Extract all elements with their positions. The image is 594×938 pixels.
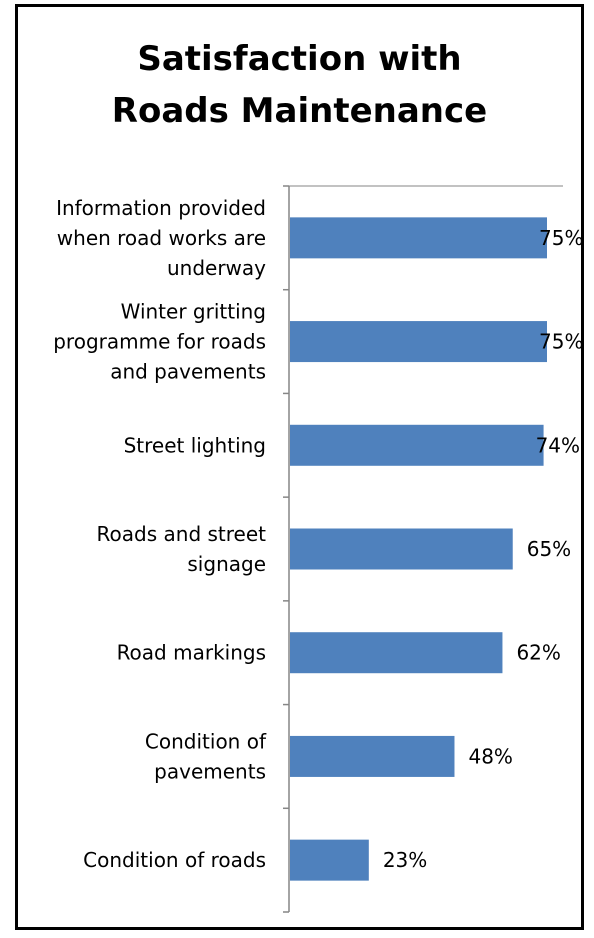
category-label-line: Road markings (117, 641, 266, 665)
data-label: 75% (539, 330, 583, 354)
category-label-line: Street lighting (124, 433, 266, 457)
bar (290, 424, 544, 466)
chart-title-line-1: Satisfaction with (137, 39, 462, 79)
category-label-layer: Information provided when road works are u… (53, 196, 267, 872)
category-label-line: and pavements (110, 360, 266, 384)
category-label-line: programme for roads (53, 330, 266, 354)
category-label-line: Winter gritting (121, 300, 266, 324)
category-label-line: Information provided (56, 196, 266, 220)
data-label: 74% (536, 433, 580, 457)
bar (290, 528, 513, 570)
category-label: Roads and street signage (97, 522, 267, 576)
axis-layer (283, 185, 563, 913)
bar (290, 839, 369, 881)
bar (290, 632, 503, 674)
category-label: Winter gritting programme for roads and pa… (53, 300, 266, 384)
data-label: 65% (527, 537, 571, 561)
category-label-line: Roads and street (97, 522, 267, 546)
bar (290, 735, 455, 777)
bar (290, 217, 547, 259)
category-label-line: Condition of (145, 729, 267, 753)
bar-layer (290, 217, 547, 881)
category-label-line: pavements (154, 759, 266, 783)
category-label: Condition of roads (83, 848, 266, 872)
category-label: Road markings (117, 641, 266, 665)
category-label: Street lighting (124, 433, 266, 457)
data-label-layer: 75% 75% 74% 65% 62% 48% 23% (383, 226, 584, 872)
category-label-line: underway (167, 256, 266, 280)
data-label: 48% (468, 744, 512, 768)
category-label-line: when road works are (57, 226, 266, 250)
data-label: 23% (383, 848, 427, 872)
bar (290, 321, 547, 363)
chart-title: Satisfaction with Roads Maintenance (18, 33, 581, 137)
chart-title-line-2: Roads Maintenance (111, 91, 488, 131)
category-label: Information provided when road works are u… (56, 196, 266, 280)
category-label-line: Condition of roads (83, 848, 266, 872)
category-label-line: signage (187, 552, 266, 576)
data-label: 75% (539, 226, 583, 250)
data-label: 62% (516, 641, 560, 665)
category-label: Condition of pavements (145, 729, 267, 783)
